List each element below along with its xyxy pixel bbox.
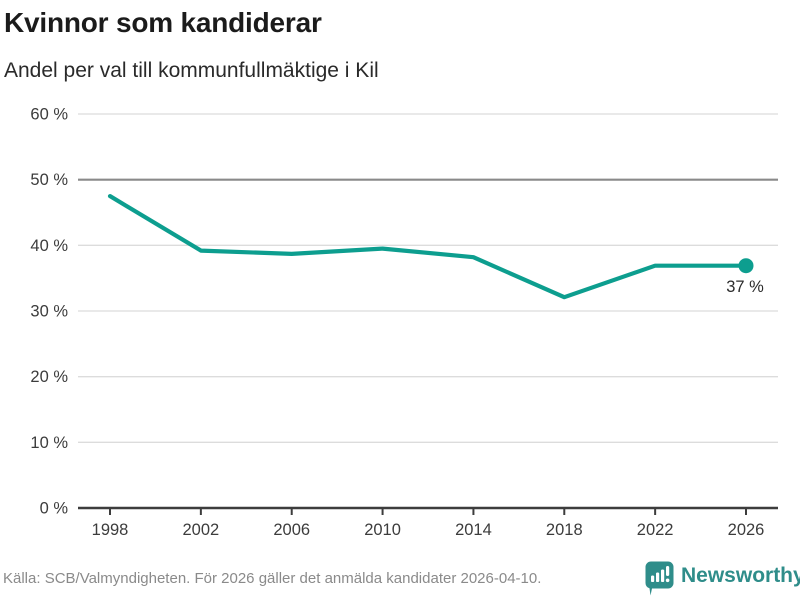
x-axis-tick-label: 1998 (92, 521, 129, 539)
page-subtitle: Andel per val till kommunfullmäktige i K… (4, 59, 379, 82)
page-title: Kvinnor som kandiderar (4, 7, 322, 38)
source-note: Källa: SCB/Valmyndigheten. För 2026 gäll… (3, 570, 542, 587)
x-axis-tick-label: 2026 (728, 521, 765, 539)
bar-chart-speech-bubble-icon (645, 561, 674, 596)
y-axis-tick-label: 10 % (30, 434, 68, 452)
y-axis-tick-label: 60 % (30, 106, 68, 124)
data-line (107, 194, 749, 300)
y-axis-tick-label: 0 % (40, 500, 69, 518)
y-axis-tick-label: 20 % (30, 368, 68, 386)
x-axis-tick-label: 2002 (182, 521, 219, 539)
x-axis-tick-label: 2022 (637, 521, 674, 539)
y-axis-tick-label: 50 % (30, 171, 68, 189)
x-axis-tick-label: 2014 (455, 521, 492, 539)
x-axis-tick-label: 2010 (364, 521, 401, 539)
data-point-end (738, 258, 754, 274)
end-value-label: 37 % (726, 278, 764, 296)
x-axis-tick-label: 2018 (546, 521, 583, 539)
x-axis-tick-label: 2006 (273, 521, 310, 539)
line-chart: 0 % 10 % 20 % 30 % 40 % 50 % 60 % 1998 2002 2006 2… (30, 106, 778, 539)
newsworthy-logo[interactable]: Newsworthy (645, 561, 800, 597)
newsworthy-logo-text: Newsworthy (681, 564, 800, 587)
y-axis-tick-label: 30 % (30, 303, 68, 321)
y-axis-tick-label: 40 % (30, 237, 68, 255)
